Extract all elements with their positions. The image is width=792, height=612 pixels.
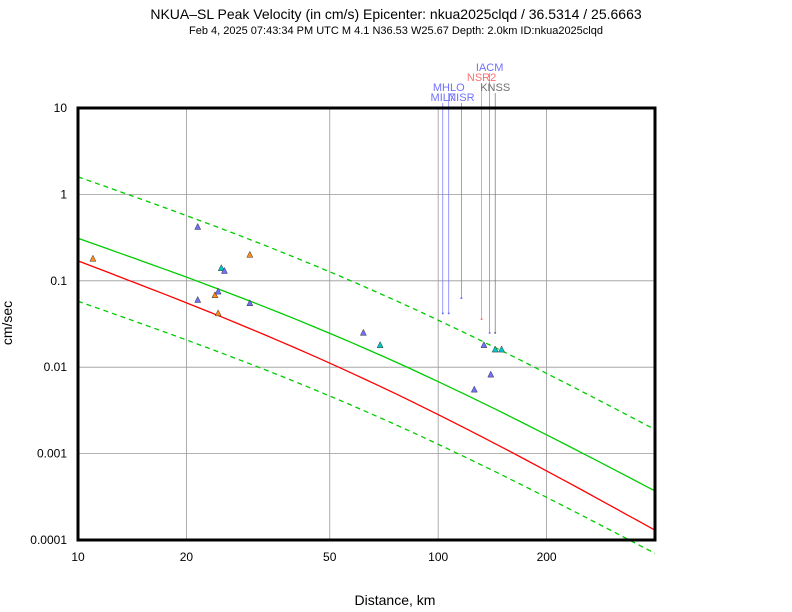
data-point (480, 341, 488, 348)
y-tick-label: 1 (60, 187, 67, 201)
data-point (359, 328, 367, 336)
data-point (470, 385, 478, 393)
station-marker (488, 331, 491, 334)
data-point (214, 287, 222, 295)
x-tick-label: 10 (71, 550, 85, 564)
data-point (487, 370, 495, 378)
y-axis-label: cm/sec (0, 301, 15, 345)
data-point (498, 345, 505, 353)
y-tick-label: 10 (54, 101, 68, 115)
plot-area (78, 108, 655, 540)
station-marker (460, 297, 463, 300)
station-marker (480, 318, 483, 321)
y-tick-label: 0.001 (37, 447, 67, 461)
data-point (211, 291, 219, 299)
station-label: MIL7 (431, 92, 455, 104)
station-label: IACM (476, 62, 504, 74)
data-point (194, 222, 202, 230)
y-tick-label: 0.0001 (30, 533, 67, 547)
station-marker (441, 312, 444, 315)
data-point (246, 250, 254, 258)
station-label: KNSS (480, 82, 510, 94)
y-tick-label: 0.01 (44, 360, 68, 374)
data-point (376, 341, 384, 348)
plot-frame (76, 106, 657, 542)
chart-subtitle: Feb 4, 2025 07:43:34 PM UTC M 4.1 N36.53… (189, 25, 603, 37)
data-point (221, 266, 228, 274)
curve-upper (77, 176, 656, 431)
x-tick-label: 50 (323, 550, 337, 564)
curve-lower (77, 300, 656, 554)
chart-title: NKUA–SL Peak Velocity (in cm/s) Epicente… (150, 6, 642, 22)
station-label: NISR (448, 92, 474, 104)
curve-model (77, 260, 656, 531)
station-marker (494, 331, 497, 334)
data-point (246, 299, 254, 306)
station-label: NSR2 (467, 72, 496, 84)
data-point (217, 264, 225, 271)
x-tick-label: 100 (428, 550, 448, 564)
y-tick-label: 0.1 (50, 274, 67, 288)
data-point (214, 309, 222, 317)
data-point (89, 254, 97, 262)
data-point (194, 295, 202, 303)
curve-mean (77, 237, 656, 492)
x-tick-label: 20 (180, 550, 194, 564)
data-point (491, 345, 499, 353)
station-marker (447, 312, 450, 315)
x-axis-label: Distance, km (355, 592, 436, 608)
x-tick-label: 200 (537, 550, 557, 564)
station-label: MHLO (433, 82, 465, 94)
